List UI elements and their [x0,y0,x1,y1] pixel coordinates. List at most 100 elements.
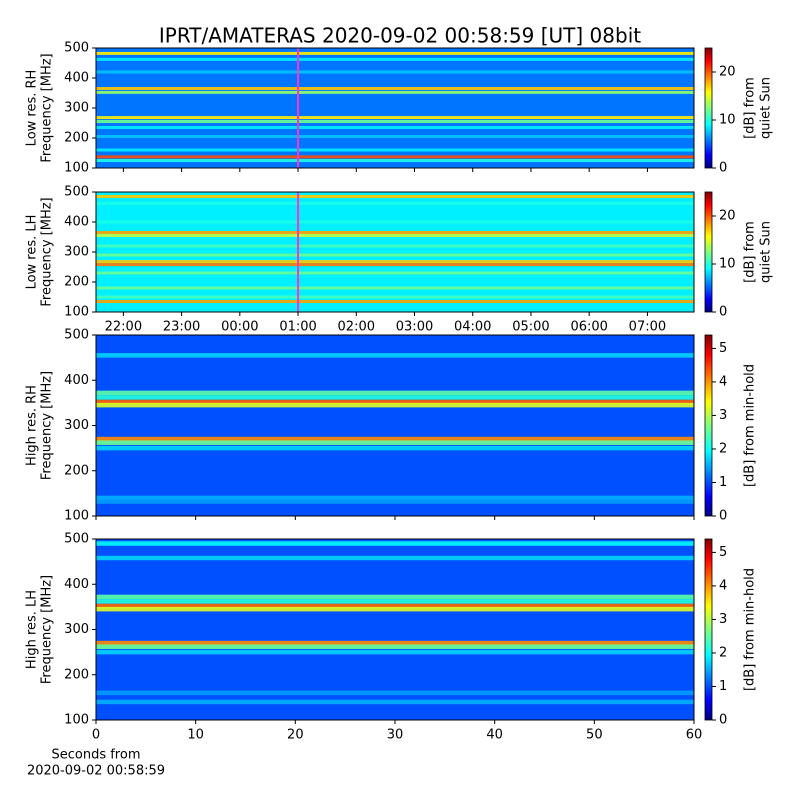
colorbar-label: [dB] from [743,77,758,139]
colorbar-tick-label: 10 [719,257,736,272]
band [96,599,694,604]
band [96,644,694,649]
band [96,271,694,275]
band [96,159,694,162]
x-axis-label: Seconds from [51,748,140,763]
colorbar-tick-label: 0 [719,161,727,176]
y-tick-label: 500 [64,41,89,56]
band [96,295,694,299]
band [96,244,694,248]
band [96,57,694,61]
y-axis-label: High res. LH [25,590,40,669]
x-tick-label: 06:00 [570,320,607,335]
colorbar-tick-label: 20 [719,209,736,224]
y-axis-label: Low res. LH [25,215,40,290]
colorbar-tick-label: 4 [719,578,727,593]
band [96,260,694,264]
y-tick-label: 200 [64,667,89,682]
y-tick-label: 100 [64,509,89,524]
background [96,335,694,516]
y-tick-label: 200 [64,463,89,478]
colorbar-tick-label: 20 [719,65,736,80]
x-tick-label: 04:00 [454,320,491,335]
band [96,90,694,94]
colorbar-tick-label: 2 [719,441,727,456]
colorbar-label: [dB] from min-hold [743,364,758,487]
y-tick-label: 100 [64,713,89,728]
colorbar-tick-label: 1 [719,679,727,694]
band [96,395,694,400]
band [96,116,694,120]
y-tick-label: 300 [64,622,89,637]
y-tick-label: 400 [64,373,89,388]
band [96,135,694,138]
colorbar-tick-label: 0 [719,713,727,728]
band [96,253,694,257]
colorbar-tick-label: 4 [719,374,727,389]
y-tick-label: 500 [64,532,89,547]
colorbar-tick-label: 0 [719,509,727,524]
x-axis-label: 2020-09-02 00:58:59 [27,764,165,779]
y-tick-label: 500 [64,328,89,343]
colorbar-tick-label: 10 [719,113,736,128]
y-tick-label: 400 [64,577,89,592]
y-axis-label: High res. RH [25,385,40,466]
background [96,539,694,720]
x-tick-label: 50 [586,728,603,743]
band [96,353,694,358]
band [96,541,694,546]
band [96,690,694,696]
band [96,555,694,561]
colorbar-tick-label: 3 [719,408,727,423]
colorbar-label: quiet Sun [759,77,774,139]
y-axis-label: Frequency [MHz] [40,197,55,306]
figure-title: IPRT/AMATERAS 2020-09-02 00:58:59 [UT] 0… [159,24,641,48]
x-tick-label: 05:00 [512,320,549,335]
band [96,195,694,198]
colorbar-label: [dB] from min-hold [743,568,758,691]
y-tick-label: 100 [64,161,89,176]
band [96,390,694,396]
y-tick-label: 300 [64,101,89,116]
x-tick-label: 40 [486,728,503,743]
band [96,126,694,129]
x-tick-label: 03:00 [396,320,433,335]
background [96,192,694,312]
band [96,440,694,445]
band [96,87,694,90]
y-tick-label: 400 [64,215,89,230]
x-tick-label: 30 [387,728,404,743]
x-tick-label: 22:00 [105,320,142,335]
colorbar-tick-label: 1 [719,475,727,490]
colorbar-tick-label: 5 [719,341,727,356]
band [96,70,694,74]
band [96,499,694,504]
band [96,649,694,655]
y-tick-label: 100 [64,305,89,320]
band [96,445,694,451]
x-tick-label: 23:00 [163,320,200,335]
band [96,603,694,609]
band [96,640,694,646]
band [96,231,694,234]
y-axis-label: Low res. RH [25,70,40,147]
colorbar-label: quiet Sun [759,221,774,283]
colorbar [704,47,713,169]
x-tick-label: 20 [287,728,304,743]
band [96,148,694,152]
x-tick-label: 02:00 [338,320,375,335]
band [96,263,694,267]
band [96,495,694,501]
y-tick-label: 500 [64,185,89,200]
band [96,436,694,442]
y-tick-label: 200 [64,131,89,146]
x-tick-label: 07:00 [629,320,666,335]
colorbar-tick-label: 3 [719,612,727,627]
band [96,201,694,205]
y-tick-label: 200 [64,275,89,290]
y-axis-label: Frequency [MHz] [40,371,55,480]
band [96,402,694,408]
colorbar [704,334,713,517]
band [96,300,694,303]
